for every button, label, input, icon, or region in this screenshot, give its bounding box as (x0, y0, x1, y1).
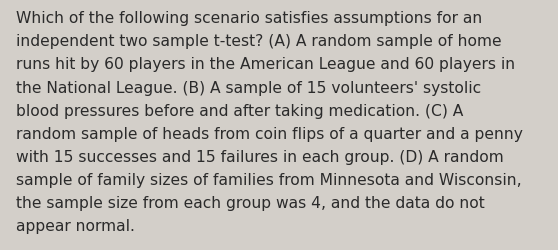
Text: the National League. (B) A sample of 15 volunteers' systolic: the National League. (B) A sample of 15 … (16, 80, 481, 95)
Text: blood pressures before and after taking medication. (C) A: blood pressures before and after taking … (16, 103, 463, 118)
Text: independent two sample t-test? (A) A random sample of home: independent two sample t-test? (A) A ran… (16, 34, 501, 49)
Text: the sample size from each group was 4, and the data do not: the sample size from each group was 4, a… (16, 195, 484, 210)
Text: random sample of heads from coin flips of a quarter and a penny: random sample of heads from coin flips o… (16, 126, 522, 141)
Text: sample of family sizes of families from Minnesota and Wisconsin,: sample of family sizes of families from … (16, 172, 521, 187)
Text: appear normal.: appear normal. (16, 218, 134, 233)
Text: Which of the following scenario satisfies assumptions for an: Which of the following scenario satisfie… (16, 11, 482, 26)
Text: with 15 successes and 15 failures in each group. (D) A random: with 15 successes and 15 failures in eac… (16, 149, 503, 164)
Text: runs hit by 60 players in the American League and 60 players in: runs hit by 60 players in the American L… (16, 57, 514, 72)
